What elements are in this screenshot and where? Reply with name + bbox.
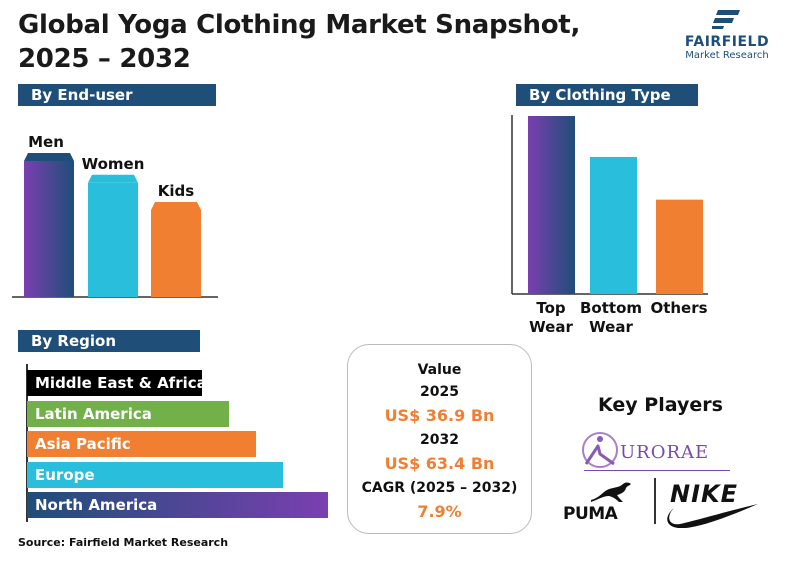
region-bar-2: Latin America [27,400,229,427]
logo-divider [654,478,656,524]
aurorae-logo: URORAE [580,430,730,474]
clothing-type-label-line: Top [536,299,566,317]
year-2032: 2032 [420,432,459,448]
market-stats-card: Value 2025 US$ 36.9 Bn 2032 US$ 63.4 Bn … [347,344,532,534]
end-user-bar-cap-men [24,153,74,161]
end-user-header: By End-user [18,84,216,106]
puma-cat-icon [591,482,631,502]
value-2032: US$ 63.4 Bn [384,454,495,473]
clothing-type-title: By Clothing Type [529,86,671,104]
clothing-type-label-line: Wear [529,318,573,336]
end-user-chart: Men Women Kids [12,133,218,298]
year-2025: 2025 [420,384,459,400]
aurorae-wordmark: URORAE [620,442,710,463]
aurorae-yoga-icon [582,432,618,468]
puma-wordmark: PUMA [563,504,618,524]
brand-mark-icon [712,10,740,29]
region-bar-3: Asia Pacific [27,431,256,457]
end-user-label-kids: Kids [158,182,195,200]
region-axis [26,364,28,522]
puma-logo: PUMA [563,478,635,526]
nike-logo: NIKE [664,478,764,528]
cagr-label: CAGR (2025 – 2032) [361,480,518,496]
aurorae-underline [584,470,730,471]
cagr-value: 7.9% [417,502,462,521]
clothing-type-bar-2 [590,156,637,294]
clothing-type-label-line: Others [650,299,708,317]
end-user-bar-cap-kids [151,201,201,210]
end-user-label-men: Men [28,133,64,151]
region-bar-4: Europe [27,461,283,488]
key-players-title: Key Players [598,394,723,416]
brand-name: FAIRFIELD [684,34,770,50]
end-user-bar-cap-women [88,174,138,183]
end-user-bar-women [88,182,138,297]
clothing-type-bar-1 [528,116,575,294]
value-label: Value [417,362,462,378]
clothing-type-chart [511,115,708,295]
source-note: Source: Fairfield Market Research [18,536,229,549]
end-user-bar-kids [151,209,201,297]
region-header: By Region [18,330,200,352]
region-title: By Region [31,332,117,350]
clothing-type-bar-3 [656,199,703,294]
clothing-type-label-line: Wear [589,318,633,336]
brand-logo: FAIRFIELD Market Research [672,8,782,61]
title-line-2: 2025 – 2032 [18,44,191,74]
clothing-type-label-line: Bottom [580,299,643,317]
clothing-type-header: By Clothing Type [516,84,698,106]
clothing-type-label-2: Bottom Wear [580,299,642,337]
end-user-bar-men [24,161,74,297]
region-bar-5: North America [27,492,328,518]
brand-subtitle: Market Research [685,50,769,61]
nike-wordmark: NIKE [670,480,739,508]
end-user-label-women: Women [82,155,145,173]
nike-swoosh-icon [667,504,758,528]
clothing-type-label-3: Others [650,299,708,318]
title-line-1: Global Yoga Clothing Market Snapshot, [18,10,581,40]
page-title: Global Yoga Clothing Market Snapshot, 20… [18,8,580,76]
region-bar-1: Middle East & Africa [27,370,207,396]
end-user-title: By End-user [31,86,133,104]
clothing-type-label-1: Top Wear [528,299,574,337]
value-2025: US$ 36.9 Bn [384,406,495,425]
